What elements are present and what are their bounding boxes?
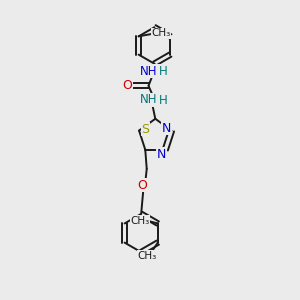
Text: O: O [123, 79, 133, 92]
Text: NH: NH [140, 64, 157, 78]
Text: N: N [157, 148, 167, 160]
Text: CH₃: CH₃ [138, 251, 157, 261]
Text: H: H [159, 94, 168, 107]
Text: N: N [162, 122, 171, 135]
Text: S: S [142, 123, 149, 136]
Text: H: H [159, 64, 168, 78]
Text: CH₃: CH₃ [130, 215, 150, 226]
Text: NH: NH [140, 93, 157, 106]
Text: O: O [137, 178, 147, 191]
Text: CH₃: CH₃ [151, 28, 170, 38]
